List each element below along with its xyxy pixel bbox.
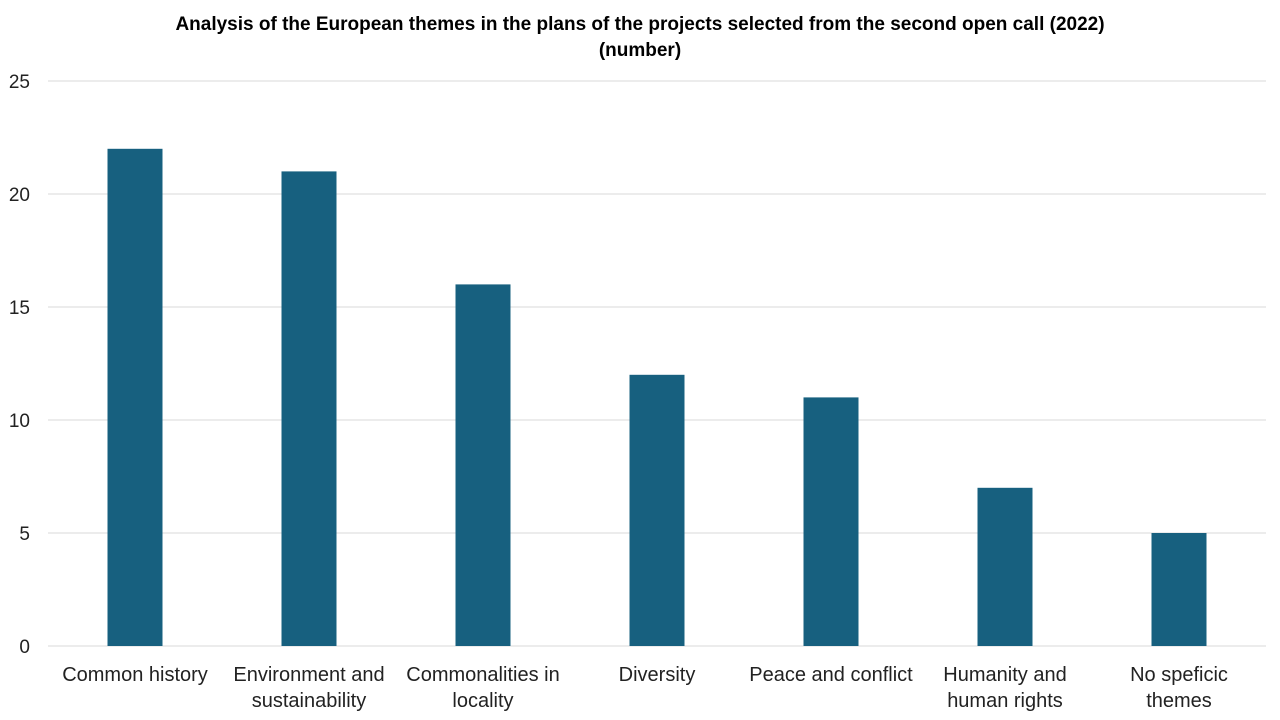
x-category-label-line: Commonalities in [406,664,559,686]
x-category-label: No speficic themes [1130,664,1228,712]
x-category-label-line: themes [1146,690,1212,712]
y-tick-label: 5 [19,524,30,545]
x-category-label: Peace and conflict [749,664,913,686]
chart-subtitle: (number) [598,40,682,61]
bar[interactable] [977,487,1033,646]
x-category-label-line: Peace and conflict [749,664,913,686]
y-tick-label: 20 [9,185,30,206]
bar[interactable] [803,397,859,646]
x-category-label: Environment and sustainability [233,664,384,712]
chart-title-block: Analysis of the European themes in the p… [0,12,1280,64]
bar[interactable] [1151,533,1207,646]
y-tick-label: 0 [19,637,30,658]
x-category-label-line: Environment and [233,664,384,686]
x-category-label: Humanity and human rights [943,664,1066,712]
x-category-label-line: sustainability [252,690,367,712]
x-category-label: Common history [62,664,208,686]
x-category-label: Diversity [619,664,696,686]
x-category-label-line: Humanity and [943,664,1066,686]
x-category-label-line: Diversity [619,664,696,686]
bar[interactable] [629,374,685,646]
x-category-label-line: locality [452,690,513,712]
x-category-label-line: Common history [62,664,208,686]
y-tick-label: 25 [9,72,30,93]
y-tick-label: 10 [9,411,30,432]
bar[interactable] [455,284,511,646]
chart-title: Analysis of the European themes in the p… [175,14,1105,35]
x-category-label: Commonalities in locality [406,664,559,712]
bar[interactable] [281,171,337,646]
y-tick-label: 15 [9,298,30,319]
bar[interactable] [107,148,163,647]
x-category-label-line: No speficic [1130,664,1228,686]
x-category-label-line: human rights [947,690,1063,712]
